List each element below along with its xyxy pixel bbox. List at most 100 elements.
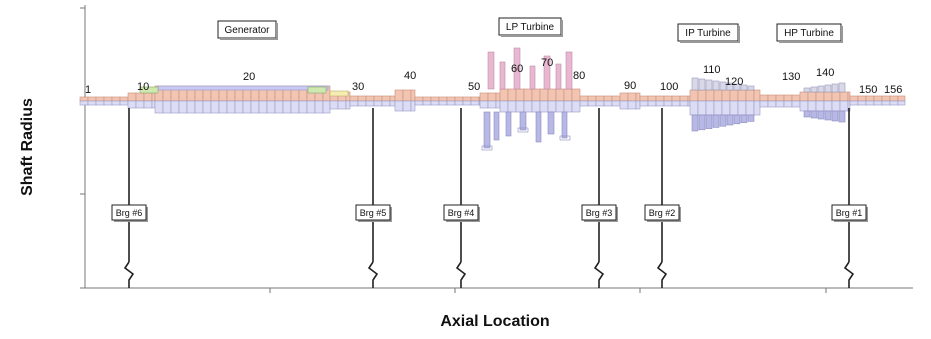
ip-blade-lower [698,114,706,131]
hp-blade-upper [803,87,811,93]
lp-blade-upper [487,51,495,90]
shaft-cell-upper [611,95,621,102]
lp-blade-tip [481,145,493,151]
shaft-cell-lower [298,100,308,114]
shaft-cell-upper [95,96,105,102]
shaft-cell-upper [713,89,723,102]
hp-blade-upper [838,82,846,93]
shaft-cell-lower [767,100,777,108]
shaft-cell-lower [495,100,501,109]
shaft-cell-lower [218,100,228,114]
shaft-cell-upper [381,95,391,102]
shaft-cell-upper [135,92,145,102]
shaft-cell-upper [523,88,533,102]
node-label: 40 [404,70,416,82]
shaft-cell-lower [135,100,145,109]
shaft-cell-lower [210,100,220,114]
shaft-cell-upper [857,95,867,102]
shaft-cell-lower [162,100,172,114]
shaft-cell-upper [119,96,129,102]
shaft-cell-upper [767,94,777,102]
shaft-cell-lower [531,100,541,113]
shaft-cell-lower [349,100,359,107]
shaft-cell-lower [663,100,673,107]
shaft-cell-upper [799,91,809,102]
lp-blade-upper [513,47,521,90]
bearing: Brg #2 [644,108,681,288]
shaft-cell-lower [679,100,689,107]
shaft-cell-lower [655,100,665,107]
shaft-cell-upper [414,96,424,102]
shaft-cell-upper [587,95,597,102]
shaft-cell-lower [119,100,129,106]
shaft-cell-upper [663,95,673,102]
shaft-cell-lower [345,100,351,110]
shaft-cell-lower [389,100,396,107]
shaft-cell-lower [410,100,416,112]
bearing-break-symbol [123,261,135,288]
shaft-cell-lower [306,100,316,114]
shaft-cell-lower [547,100,557,113]
bearing-label-box [581,204,617,221]
shaft-cell-upper [671,95,681,102]
lp-blade-lower [561,111,568,139]
shaft-cell-upper [111,96,121,102]
shaft-cell-upper [753,89,761,102]
shaft-cell-upper [103,96,113,102]
section-label: HP Turbine [784,28,834,39]
shaft-cell-upper [402,89,412,102]
lp-blade-lower [505,111,512,137]
shaft-cell-lower [639,100,649,107]
shaft-cell-lower [414,100,424,106]
node-label: 60 [511,63,523,75]
shaft-cell-lower [889,100,899,106]
node-label: 140 [816,67,834,79]
ip-blade-upper [733,83,741,91]
ip-blade-lower [747,114,755,122]
shaft-cell-lower [329,100,339,110]
hp-blade-upper [817,85,825,93]
shaft-cell-upper [791,94,801,102]
section-ip-turbine: IP Turbine [677,23,740,43]
bearing-label: Brg #4 [448,208,475,218]
bearing-break-symbol [367,261,379,288]
shaft-cell-lower [454,100,464,106]
shaft-cell-lower [373,100,383,107]
shaft-cell-upper [495,92,501,102]
shaft-cell-lower [322,100,331,114]
shaft-cell-upper [627,92,637,102]
node-label: 130 [782,71,800,83]
shaft-cell-upper [775,94,785,102]
shaft-cell-upper [889,95,899,102]
shaft-cell-lower [647,100,657,107]
shaft-cell-upper [689,89,699,102]
shaft-cell-lower [487,100,497,109]
ip-blade-upper [712,80,720,91]
shaft-cell-lower [290,100,300,114]
shaft-cell-upper [639,95,649,102]
shaft-cell-lower [357,100,367,107]
shaft-cell-lower [87,100,97,106]
ip-blade-upper [726,82,734,91]
ip-blade-lower [691,114,699,132]
shaft-cell-upper [462,96,472,102]
shaft-cell-upper [729,89,739,102]
shaft-cell-upper [547,88,557,102]
bearing: Brg #4 [443,108,480,288]
node-label: 100 [660,81,678,93]
shaft-cell-lower [337,100,347,110]
section-label: Generator [224,25,270,36]
lp-blade-upper [555,63,562,90]
shaft-cell-upper [365,95,375,102]
shaft-cell-upper [619,92,629,102]
generator-accent [307,86,327,94]
shaft-cell-lower [515,100,525,113]
hp-blade-upper [810,86,818,93]
ip-blade-upper [691,77,699,91]
shaft-cell-upper [679,95,689,102]
shaft-cell-upper [635,92,641,102]
shaft-cell-lower [154,100,164,114]
shaft-cell-lower [479,100,489,109]
node-label: 10 [137,81,149,93]
shaft-cell-upper [539,88,549,102]
